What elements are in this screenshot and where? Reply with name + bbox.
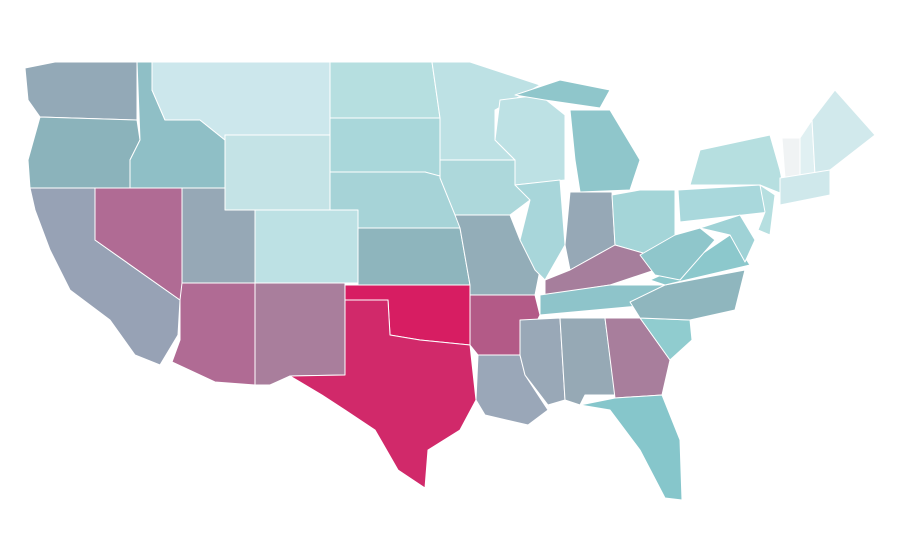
state [811,89,876,176]
state [27,116,141,189]
state [699,214,756,263]
state [24,61,138,121]
state [171,282,256,386]
state [329,117,441,179]
state [514,79,611,109]
state [357,227,471,286]
state [254,209,359,284]
state [514,179,566,281]
state [579,394,683,501]
state [677,184,771,223]
state [569,109,641,193]
state [329,61,441,119]
state [289,299,477,489]
state [781,137,801,179]
state [779,169,831,206]
states [24,61,876,501]
state [639,227,716,281]
state [757,184,776,236]
state [254,282,346,386]
state [224,134,331,211]
